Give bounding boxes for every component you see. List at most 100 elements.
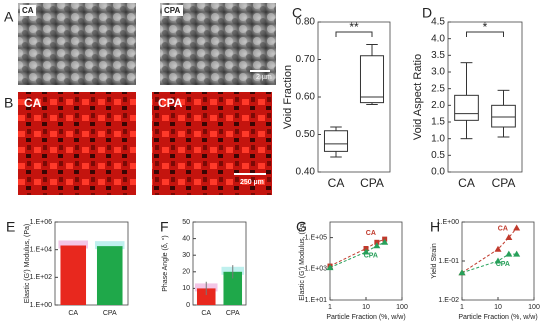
- y-tick-label: 4.0: [431, 33, 445, 44]
- x-tick-label: CPA: [492, 176, 516, 190]
- image-label: CPA: [158, 96, 183, 110]
- x-tick-label: CPA: [103, 310, 117, 317]
- y-tick-label: 1.E+04: [30, 247, 52, 254]
- series-label: CPA: [496, 261, 510, 268]
- image-label: CA: [22, 6, 34, 15]
- point: [373, 242, 381, 249]
- point: [362, 248, 370, 255]
- label-box: [20, 5, 36, 16]
- series-label: CA: [366, 230, 376, 237]
- panel-label: G: [296, 219, 307, 235]
- significance-bracket: [466, 31, 504, 37]
- annotation: *: [483, 20, 488, 34]
- point: [458, 269, 466, 276]
- y-tick-label: 0.70: [296, 54, 316, 65]
- y-tick-label: 3.5: [431, 50, 445, 61]
- y-axis-label: Void Aspect Ratio: [412, 54, 424, 140]
- panel-label: B: [4, 95, 13, 111]
- point: [505, 234, 513, 241]
- x-tick-label: 100: [396, 304, 408, 311]
- y-tick-label: 4.5: [431, 17, 445, 28]
- y-tick-label: 1.E+00: [437, 219, 459, 226]
- y-tick-label: 50: [182, 219, 190, 226]
- series-label: CPA: [364, 253, 378, 260]
- point: [326, 264, 334, 271]
- image-label: CPA: [164, 6, 181, 15]
- bar: [196, 288, 216, 305]
- x-tick-label: CA: [68, 310, 78, 317]
- bar: [60, 245, 87, 305]
- y-axis-label: Elastic (G') Modulus, (Pa): [299, 221, 306, 301]
- y-tick-label: 1.E+06: [30, 219, 52, 226]
- y-tick-label: 1.E+01: [305, 297, 327, 304]
- y-tick-label: 1.5: [431, 117, 445, 128]
- y-tick-label: 1.E-01: [438, 258, 459, 265]
- y-tick-label: 0.40: [296, 167, 316, 178]
- image-label: CA: [24, 96, 42, 110]
- x-tick-label: CA: [201, 310, 211, 317]
- fluorescence-image: [152, 92, 272, 195]
- plot-frame: [54, 221, 129, 306]
- box: [359, 55, 385, 104]
- x-tick-label: 1: [460, 304, 464, 311]
- y-tick-label: 1.0: [431, 133, 445, 144]
- point: [505, 250, 513, 257]
- bar-shadow: [58, 240, 89, 249]
- y-tick-label: 2.0: [431, 100, 445, 111]
- fluorescence-image: [18, 92, 136, 195]
- y-tick-label: 1.E+05: [305, 234, 327, 241]
- x-tick-label: CPA: [360, 176, 384, 190]
- y-tick-label: 20: [182, 269, 190, 276]
- y-tick-label: 1.E+03: [305, 266, 327, 273]
- sem-image: [18, 3, 136, 85]
- panel-label: D: [422, 5, 432, 21]
- y-tick-label: 30: [182, 252, 190, 259]
- fit-line: [329, 238, 385, 267]
- y-tick-label: 0.60: [296, 92, 316, 103]
- y-tick-label: 1.E+00: [30, 302, 52, 309]
- y-tick-label: 3.0: [431, 67, 445, 78]
- y-axis-label: Void Fraction: [282, 65, 294, 129]
- series-label: CA: [498, 225, 508, 232]
- y-tick-label: 0.5: [431, 150, 445, 161]
- x-tick-label: CPA: [226, 310, 240, 317]
- y-axis-label: Phase Angle (δ, °): [161, 235, 169, 292]
- fit-line: [461, 227, 518, 274]
- y-tick-label: 40: [182, 235, 190, 242]
- panel-label: C: [292, 5, 302, 21]
- annotation: **: [349, 20, 359, 34]
- y-tick-label: 2.5: [431, 83, 445, 94]
- bar-shadow: [94, 241, 125, 250]
- y-tick-label: 0.50: [296, 129, 316, 140]
- x-tick-label: 100: [528, 304, 540, 311]
- plot-frame: [447, 21, 523, 173]
- x-tick-label: 1: [328, 304, 332, 311]
- box: [454, 94, 479, 121]
- panel-label: A: [4, 9, 14, 25]
- y-tick-label: 1.E-02: [438, 297, 459, 304]
- point: [513, 250, 521, 257]
- x-tick-label: CA: [328, 176, 345, 190]
- y-tick-label: 0.0: [431, 167, 445, 178]
- point: [513, 224, 521, 231]
- y-tick-label: 10: [182, 285, 190, 292]
- scale-label: 2 µm: [256, 74, 272, 81]
- x-tick-label: 10: [494, 304, 502, 311]
- panel-label: H: [430, 219, 440, 235]
- scale-label: 250 µm: [240, 179, 264, 186]
- bar: [96, 246, 123, 305]
- image-panels: A CA CPA 2 µm B CA CPA 250 µm: [4, 3, 276, 195]
- x-tick-label: 10: [362, 304, 370, 311]
- panel-label: F: [160, 219, 169, 235]
- y-axis-label: Yield Strain: [431, 243, 438, 279]
- point: [494, 257, 502, 264]
- label-box: [162, 5, 183, 16]
- box: [491, 104, 516, 128]
- significance-bracket: [335, 31, 373, 37]
- x-axis-label: Particle Fraction (%, w/w): [326, 314, 405, 321]
- box: [323, 130, 349, 152]
- panel-label: E: [6, 219, 15, 235]
- y-tick-label: 1.E+02: [30, 274, 52, 281]
- x-tick-label: CA: [458, 176, 475, 190]
